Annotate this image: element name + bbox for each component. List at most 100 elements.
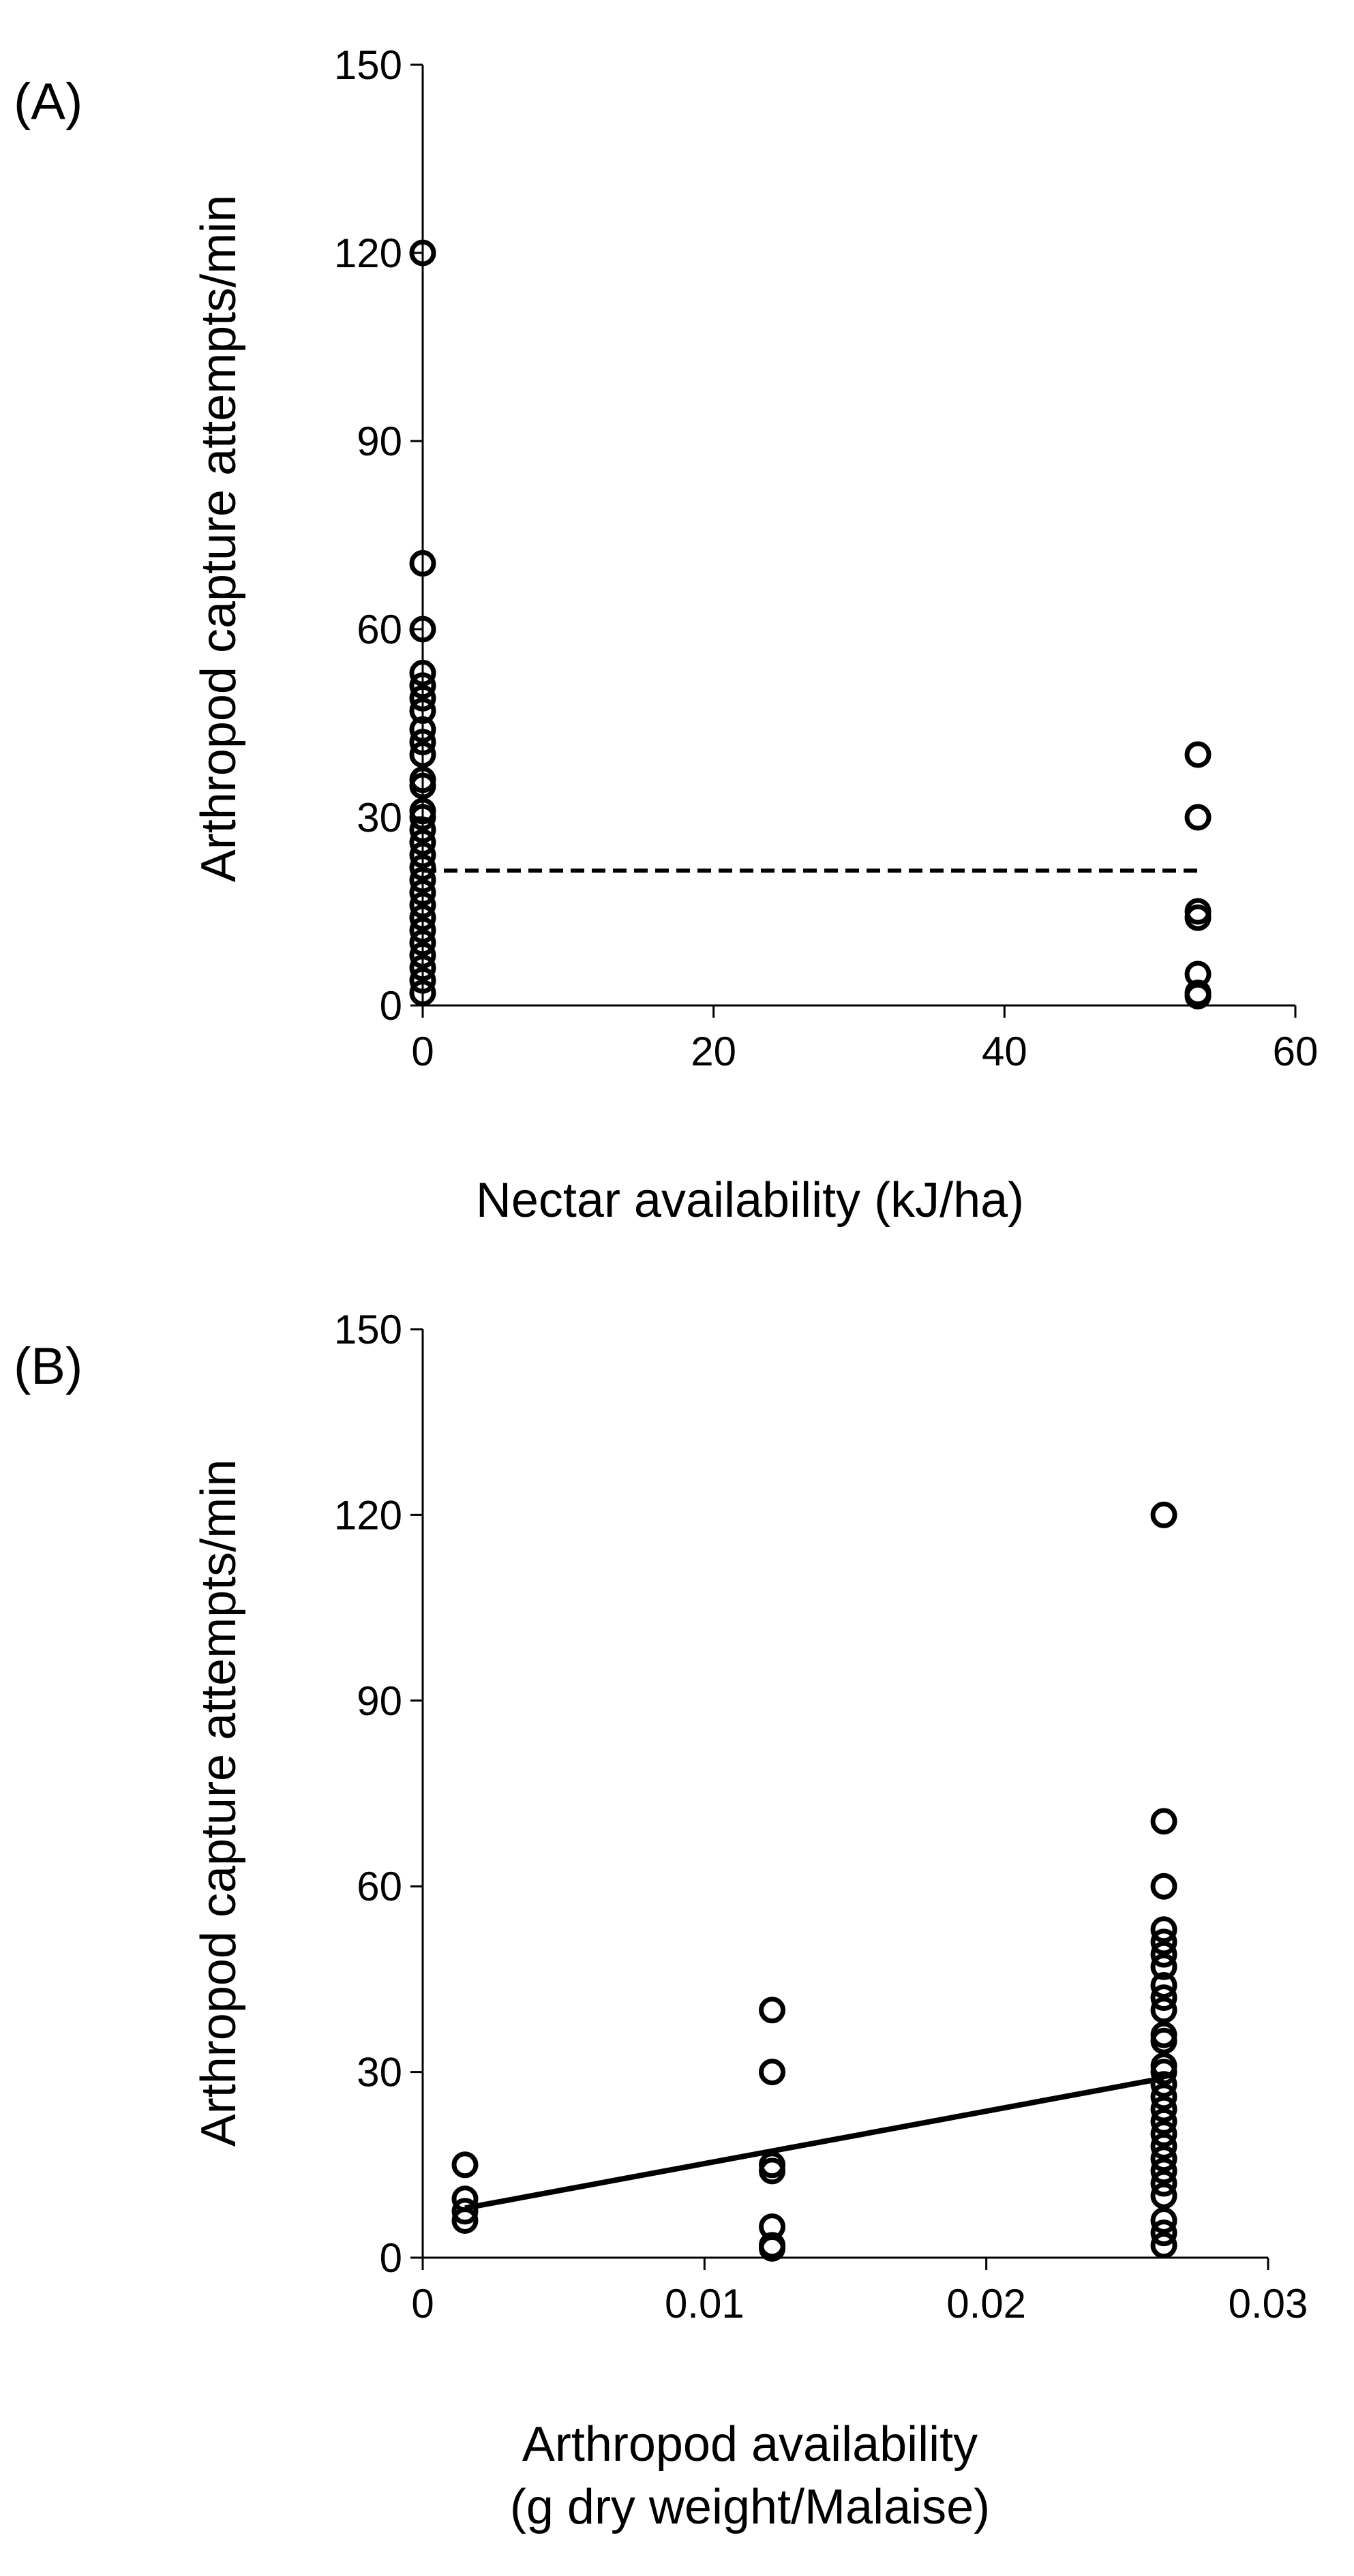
panel-b-data-point bbox=[1150, 2219, 1177, 2247]
panel-a-x-tick-label: 40 bbox=[982, 1029, 1027, 1074]
panel-b-label: (B) bbox=[14, 1337, 82, 1395]
panel-a-y-axis-title: Arthropod capture attempts/min bbox=[192, 195, 246, 883]
panel-a-data-point bbox=[409, 841, 436, 868]
panel-b-points bbox=[451, 1501, 1177, 2262]
panel-b-fit-line bbox=[464, 2075, 1164, 2211]
panel-b-x-tick-label: 0.02 bbox=[946, 2281, 1026, 2327]
panel-b-x-tick-label: 0 bbox=[411, 2281, 434, 2327]
panel-a-data-point bbox=[409, 549, 436, 577]
panel-b-data-point bbox=[759, 2059, 786, 2086]
panel-a-data-point bbox=[409, 659, 436, 686]
panel-b-y-tick-label: 150 bbox=[334, 1307, 402, 1352]
panel-a-x-tick-label: 0 bbox=[411, 1029, 434, 1074]
panel-a-data-point bbox=[409, 697, 436, 725]
panel-a-x-tick-label: 20 bbox=[691, 1029, 736, 1074]
panel-a-data-point bbox=[409, 616, 436, 643]
panel-b-data-point bbox=[1150, 2145, 1177, 2172]
panel-b-data-point bbox=[1150, 2232, 1177, 2259]
panel-a-data-point bbox=[1184, 804, 1212, 831]
panel-b-y-tick-label: 0 bbox=[380, 2235, 402, 2281]
panel-b-data-point bbox=[451, 2207, 479, 2234]
panel-b-data-point bbox=[1150, 2071, 1177, 2098]
panel-b-y-axis-title-group: Arthropod capture attempts/min bbox=[192, 1459, 246, 2147]
panel-b-y-tick-label: 90 bbox=[357, 1678, 402, 1724]
panel-b-data-point bbox=[451, 2151, 479, 2179]
panel-a-y-tick-label: 90 bbox=[357, 419, 402, 464]
panel-a-points bbox=[409, 239, 1212, 1010]
panel-b-data-point bbox=[1150, 1971, 1177, 1999]
panel-a-data-point bbox=[409, 929, 436, 956]
panel-a-data-point bbox=[409, 941, 436, 969]
panel-b-y-tick-label: 120 bbox=[334, 1492, 402, 1538]
panel-b-y-tick-label: 30 bbox=[357, 2050, 402, 2095]
panel-b-data-point bbox=[1150, 1928, 1177, 1956]
panel-b-data-point bbox=[759, 1997, 786, 2024]
panel-b-data-point bbox=[1150, 2120, 1177, 2147]
panel-b-axes: 0 30 60 90 120 150 0 0.01 0.02 0.03 bbox=[334, 1307, 1308, 2327]
panel-b-data-point bbox=[451, 2198, 479, 2225]
panel-a-y-tick-label: 60 bbox=[357, 607, 402, 652]
panel-a-y-tick-label: 0 bbox=[380, 983, 402, 1029]
panel-b-data-point bbox=[1150, 2083, 1177, 2110]
panel-a: (A) Arthropod capture attempts/min Necta… bbox=[14, 42, 1318, 1228]
panel-b-data-point bbox=[1150, 1941, 1177, 1968]
panel-b-y-axis-title: Arthropod capture attempts/min bbox=[192, 1459, 246, 2147]
panel-b-data-point bbox=[1150, 1953, 1177, 1980]
panel-b-data-point bbox=[1150, 1916, 1177, 1943]
panel-a-data-point bbox=[409, 980, 436, 1007]
panel-a-data-point bbox=[409, 741, 436, 768]
panel-a-x-axis-title: Nectar availability (kJ/ha) bbox=[476, 1173, 1024, 1228]
panel-b-data-point bbox=[1150, 2170, 1177, 2197]
panel-b-x-tick-label: 0.01 bbox=[665, 2281, 744, 2327]
panel-a-data-point bbox=[409, 904, 436, 931]
panel-a-data-point bbox=[409, 772, 436, 800]
panel-a-y-tick-label: 150 bbox=[334, 42, 402, 88]
panel-a-y-tick-label: 120 bbox=[334, 230, 402, 276]
panel-a-data-point bbox=[409, 804, 436, 831]
panel-a-data-point bbox=[409, 684, 436, 712]
panel-b-data-point bbox=[1150, 2095, 1177, 2123]
panel-b-data-point bbox=[1150, 1873, 1177, 1900]
panel-a-data-point bbox=[409, 729, 436, 756]
panel-b-data-point bbox=[1150, 2133, 1177, 2160]
panel-a-data-point bbox=[409, 917, 436, 944]
panel-b-x-axis-title: Arthropod availability (g dry weight/Mala… bbox=[510, 2417, 990, 2534]
panel-b-data-point bbox=[1150, 1808, 1177, 1835]
panel-a-data-point bbox=[1184, 904, 1212, 931]
panel-b-data-point bbox=[1150, 2027, 1177, 2055]
panel-b-x-axis-title-line: Arthropod availability bbox=[522, 2417, 978, 2472]
panel-b-fit-line-group bbox=[464, 2075, 1164, 2211]
panel-a-data-point bbox=[409, 967, 436, 994]
panel-a-data-point bbox=[409, 866, 436, 894]
panel-a-data-point bbox=[409, 879, 436, 906]
panel-b-data-point bbox=[1150, 2207, 1177, 2234]
panel-a-data-point bbox=[409, 239, 436, 267]
panel-a-data-point bbox=[409, 892, 436, 919]
panel-b-data-point bbox=[1150, 2108, 1177, 2135]
panel-a-data-point bbox=[409, 716, 436, 743]
panel-a-data-point bbox=[409, 829, 436, 856]
panel-a-data-point bbox=[409, 816, 436, 843]
panel-a-data-point bbox=[409, 954, 436, 982]
panel-a-x-tick-label: 60 bbox=[1273, 1029, 1319, 1074]
panel-b-data-point bbox=[1150, 1984, 1177, 2012]
panel-a-label: (A) bbox=[14, 73, 82, 131]
panel-a-data-point bbox=[1184, 982, 1212, 1010]
panel-a-data-point bbox=[1184, 741, 1212, 768]
panel-b-data-point bbox=[759, 2157, 786, 2185]
panel-b-data-point bbox=[1150, 1501, 1177, 1528]
panel-b-x-axis-title-line: (g dry weight/Malaise) bbox=[510, 2480, 990, 2534]
panel-b-data-point bbox=[759, 2234, 786, 2262]
panel-b-data-point bbox=[1150, 2182, 1177, 2209]
panel-b-data-point bbox=[1150, 2157, 1177, 2185]
panel-a-data-point bbox=[409, 672, 436, 699]
panel-b-data-point bbox=[1150, 1997, 1177, 2024]
panel-b-y-tick-label: 60 bbox=[357, 1864, 402, 1909]
panel-a-axes: 0 30 60 90 120 150 0 20 40 60 bbox=[334, 42, 1318, 1074]
panel-b-x-tick-label: 0.03 bbox=[1229, 2281, 1308, 2327]
panel-b-data-point bbox=[1150, 2059, 1177, 2086]
panel-a-y-axis-title-group: Arthropod capture attempts/min bbox=[192, 195, 246, 883]
panel-a-y-tick-label: 30 bbox=[357, 795, 402, 840]
panel-b: (B) Arthropod capture attempts/min Arthr… bbox=[14, 1307, 1308, 2534]
